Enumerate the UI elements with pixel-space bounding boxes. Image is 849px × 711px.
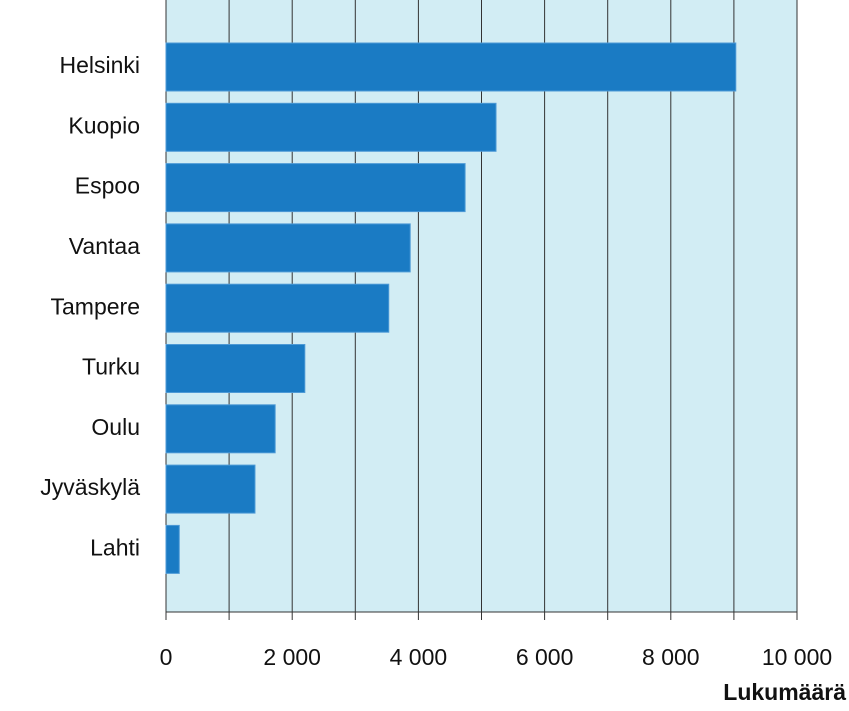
x-tick-label: 6 000 — [516, 644, 574, 670]
x-tick-label: 0 — [160, 644, 173, 670]
x-tick-label: 10 000 — [762, 644, 832, 670]
bar — [165, 283, 390, 333]
bar — [165, 223, 411, 273]
bar — [165, 404, 276, 454]
x-tick-label: 4 000 — [390, 644, 448, 670]
y-tick-label: Kuopio — [68, 112, 140, 138]
x-tick-label: 2 000 — [263, 644, 321, 670]
y-tick-label: Helsinki — [59, 52, 140, 78]
bar — [165, 163, 466, 213]
y-tick-label: Espoo — [75, 173, 140, 199]
bar — [165, 524, 180, 574]
x-axis-label: Lukumäärä — [723, 679, 846, 705]
bar — [165, 344, 306, 393]
y-tick-label: Vantaa — [69, 233, 140, 259]
y-tick-label: Oulu — [91, 414, 140, 440]
x-tick-label: 8 000 — [642, 644, 700, 670]
bar — [165, 42, 737, 92]
bar — [165, 464, 256, 514]
y-tick-label: Jyväskylä — [40, 474, 140, 500]
y-tick-label: Lahti — [90, 534, 140, 560]
y-tick-label: Turku — [82, 354, 140, 380]
y-tick-label: Tampere — [51, 293, 140, 319]
bar — [165, 102, 497, 152]
